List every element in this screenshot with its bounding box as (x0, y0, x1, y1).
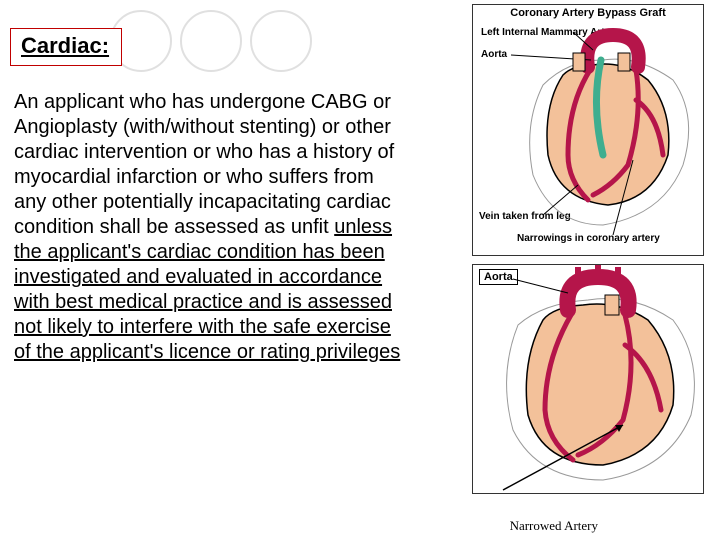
figure-cabg: Coronary Artery Bypass Graft Left Intern… (472, 4, 704, 256)
page-title: Cardiac: (21, 33, 109, 58)
heart-cabg-svg (473, 5, 705, 257)
body-text-underlined: unless the applicant's cardiac condition… (14, 216, 400, 363)
figure-narrowed: Aorta (472, 264, 704, 494)
decorative-circles (110, 10, 312, 72)
body-paragraph: An applicant who has undergone CABG or A… (14, 90, 404, 365)
heart-narrowed-svg (473, 265, 705, 495)
title-box: Cardiac: (10, 28, 122, 66)
narrowed-artery-label: Narrowed Artery (510, 518, 598, 534)
